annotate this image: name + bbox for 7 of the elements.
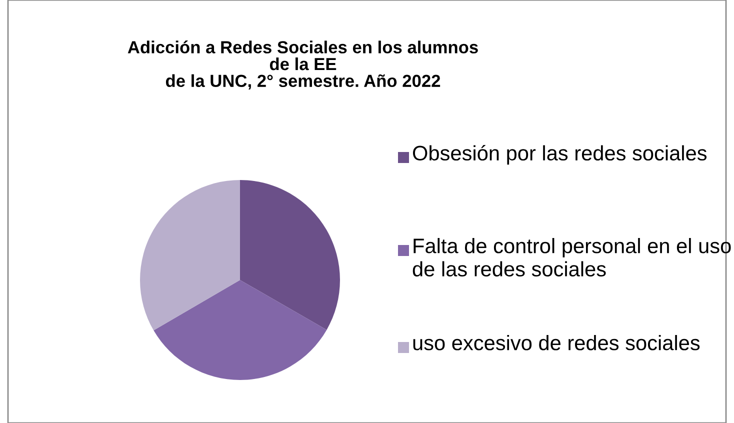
chart-title: Adicción a Redes Sociales en los alumnos de la EE de la UNC, 2° semestre. Año 2022 [128, 40, 478, 90]
pie-slice [240, 180, 340, 330]
legend-label: Falta de control personal en el uso de las redes sociales [412, 238, 731, 276]
pie-slice [154, 280, 327, 380]
legend-label: Obsesión por las redes sociales [412, 145, 707, 165]
legend-label: uso excesivo de redes sociales [413, 335, 700, 350]
pie-slice [140, 180, 240, 330]
